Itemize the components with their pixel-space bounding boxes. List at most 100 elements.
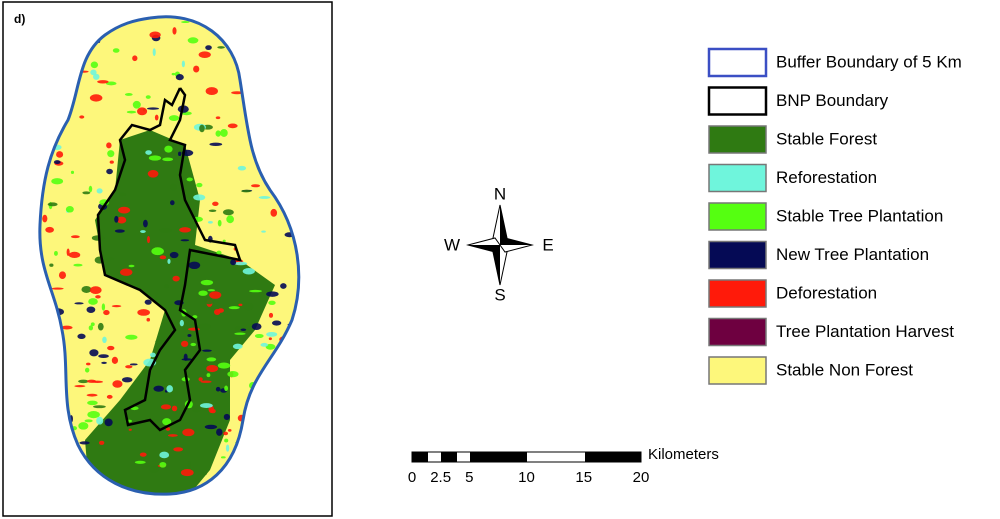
land-patch (160, 404, 172, 410)
scale-unit: Kilometers (648, 446, 719, 463)
land-patch (149, 352, 156, 358)
land-patch (268, 312, 274, 318)
land-patch (179, 227, 191, 233)
land-patch (198, 51, 211, 59)
land-patch (111, 305, 122, 308)
land-patch (88, 325, 94, 331)
land-patch (104, 418, 113, 427)
land-patch (93, 73, 100, 80)
land-patch (145, 95, 151, 99)
scale-tick-label: 10 (518, 469, 535, 486)
land-patch (232, 343, 243, 350)
land-patch (129, 363, 138, 366)
land-patch (204, 424, 218, 430)
land-patch (73, 263, 83, 267)
land-patch (87, 400, 98, 406)
panel-label: d) (14, 12, 25, 26)
land-patch (96, 416, 104, 425)
land-patch (268, 300, 276, 305)
land-patch (111, 356, 119, 364)
land-patch (101, 303, 106, 311)
land-patch (206, 365, 219, 373)
land-patch (181, 21, 190, 24)
land-patch (74, 302, 84, 305)
legend-swatch (708, 240, 767, 270)
land-patch (164, 145, 173, 153)
land-patch (132, 55, 138, 62)
land-patch (137, 107, 148, 116)
land-patch (241, 189, 252, 193)
land-patch (153, 385, 164, 392)
land-patch (180, 340, 189, 348)
land-patch (82, 191, 91, 195)
land-patch (154, 114, 159, 121)
legend-label: BNP Boundary (776, 91, 889, 110)
land-patch (220, 456, 226, 459)
land-patch (155, 339, 165, 344)
legend-swatch (708, 125, 767, 154)
scale-tick-label: 2.5 (430, 469, 451, 486)
compass-east: E (542, 235, 553, 254)
legend-label: New Tree Plantation (776, 245, 929, 264)
land-patch (124, 93, 133, 96)
land-patch (266, 331, 278, 337)
legend-swatch (708, 356, 767, 385)
land-patch (159, 228, 172, 233)
compass-north: N (494, 184, 506, 203)
land-patch (114, 229, 125, 233)
land-patch (261, 230, 266, 233)
land-patch (200, 403, 213, 409)
land-patch (89, 286, 102, 294)
land-patch (86, 393, 98, 397)
land-patch (175, 74, 184, 81)
land-patch (70, 170, 75, 175)
land-patch (187, 333, 192, 338)
legend-label: Deforestation (776, 283, 877, 302)
land-patch (81, 285, 92, 293)
land-patch (85, 367, 90, 373)
land-patch (213, 309, 221, 315)
land-patch (178, 151, 182, 157)
land-patch (147, 169, 159, 178)
land-patch (95, 295, 101, 299)
scale-tick-label: 0 (408, 469, 416, 486)
land-patch (192, 405, 202, 413)
land-patch (159, 461, 167, 468)
land-patch (149, 31, 161, 39)
land-patch (106, 168, 113, 175)
land-patch (200, 380, 212, 383)
land-patch (116, 216, 127, 224)
legend-swatch (708, 163, 767, 193)
land-patch (206, 357, 217, 362)
legend-label: Stable Tree Plantation (776, 206, 943, 225)
land-patch (216, 250, 222, 255)
land-patch (215, 130, 221, 137)
land-patch (249, 289, 262, 293)
land-patch (134, 460, 146, 464)
land-patch (88, 185, 93, 193)
land-patch (128, 428, 132, 431)
land-patch (168, 115, 180, 121)
legend-label: Reforestation (776, 168, 877, 187)
land-patch (171, 405, 178, 412)
land-patch (54, 250, 58, 256)
land-patch (202, 349, 212, 352)
land-patch (53, 160, 61, 165)
land-patch (70, 235, 80, 239)
land-patch (79, 441, 90, 445)
land-patch (151, 247, 164, 256)
land-patch (68, 251, 81, 259)
land-patch (204, 297, 214, 305)
land-patch (198, 377, 203, 382)
land-patch (90, 61, 99, 69)
land-patch (170, 200, 175, 206)
land-patch (137, 309, 150, 316)
land-patch (145, 150, 152, 155)
land-patch (132, 100, 141, 109)
legend-label: Tree Plantation Harvest (776, 322, 954, 341)
land-patch (181, 60, 185, 68)
land-patch (228, 306, 240, 310)
land-patch (270, 208, 278, 217)
land-patch (199, 124, 205, 133)
